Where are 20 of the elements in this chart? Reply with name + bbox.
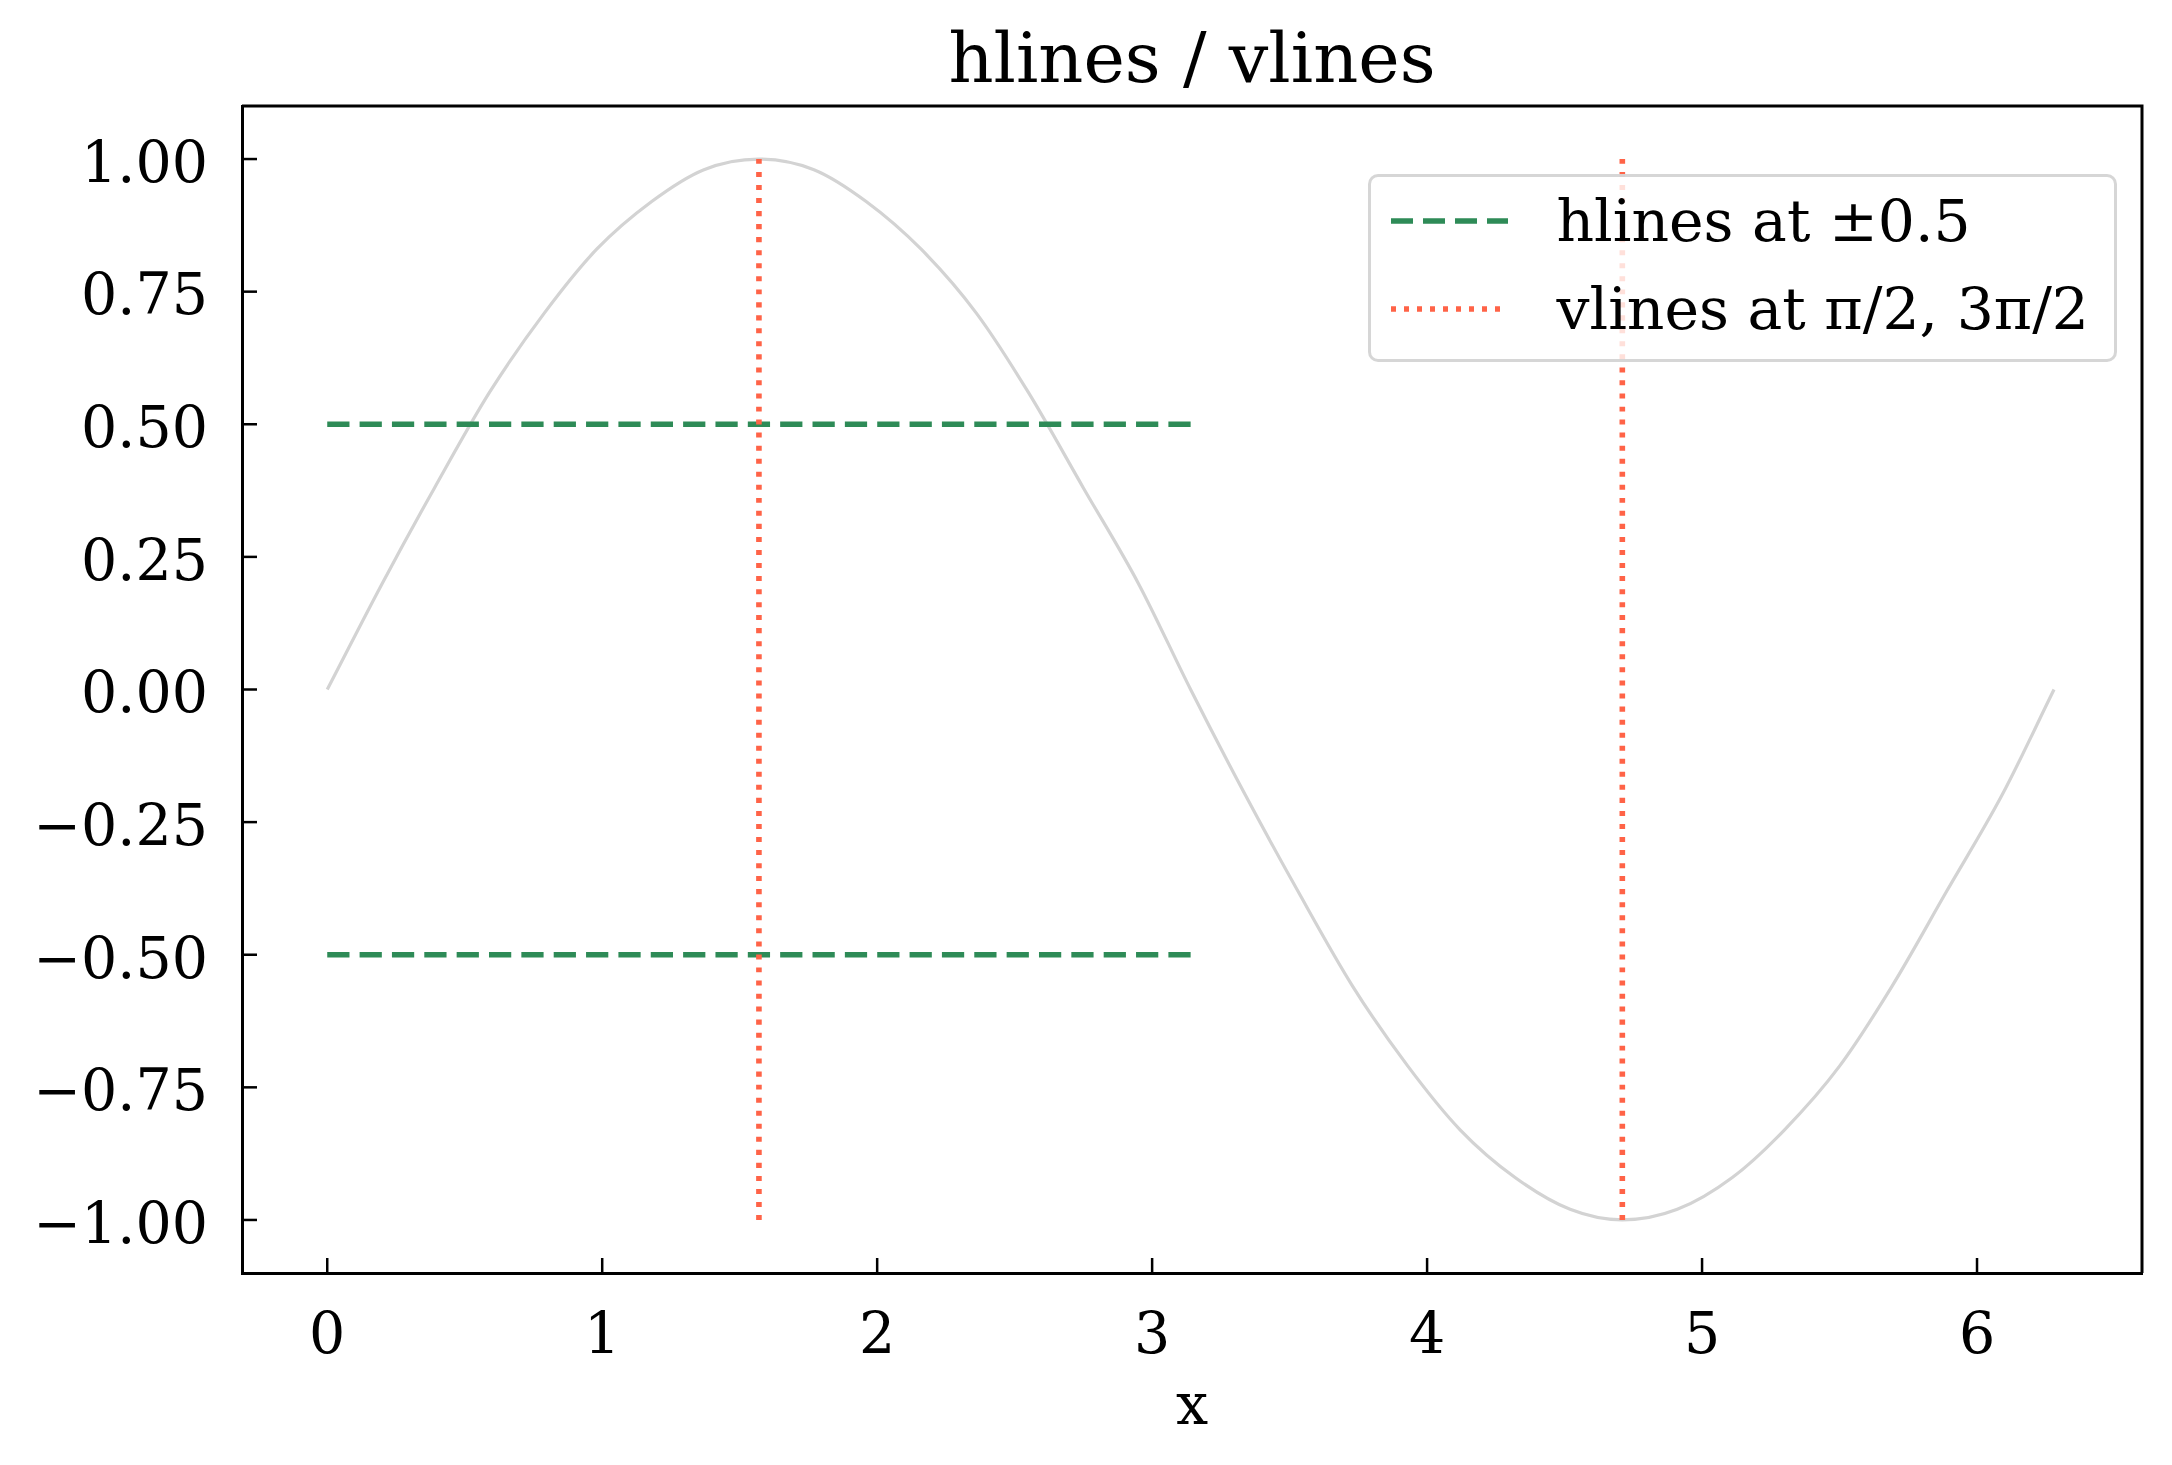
y-tick-label: 0.25: [81, 526, 208, 593]
y-tick-label: −0.50: [33, 924, 208, 991]
x-tick-label: 6: [1958, 1300, 1996, 1367]
y-tick-label: −0.75: [33, 1057, 208, 1124]
y-tick-label: 1.00: [81, 128, 208, 195]
y-tick-label: 0.75: [81, 261, 208, 328]
y-tick-label: −0.25: [33, 791, 208, 858]
chart-title: hlines / vlines: [948, 17, 1436, 100]
y-tick-label: −1.00: [33, 1189, 208, 1256]
x-tick-label: 5: [1683, 1300, 1721, 1367]
legend-label: vlines at π/2, 3π/2: [1556, 274, 2089, 343]
x-tick-label: 1: [584, 1300, 621, 1367]
y-tick-label: 0.50: [81, 394, 208, 461]
x-tick-label: 4: [1408, 1300, 1446, 1367]
y-tick-label: 0.00: [81, 659, 208, 726]
x-tick-label: 3: [1134, 1300, 1171, 1367]
x-axis-title: x: [1175, 1370, 1209, 1437]
legend-label: hlines at ±0.5: [1556, 186, 1971, 255]
x-tick-label: 0: [309, 1300, 346, 1367]
x-tick-label: 2: [859, 1300, 896, 1367]
